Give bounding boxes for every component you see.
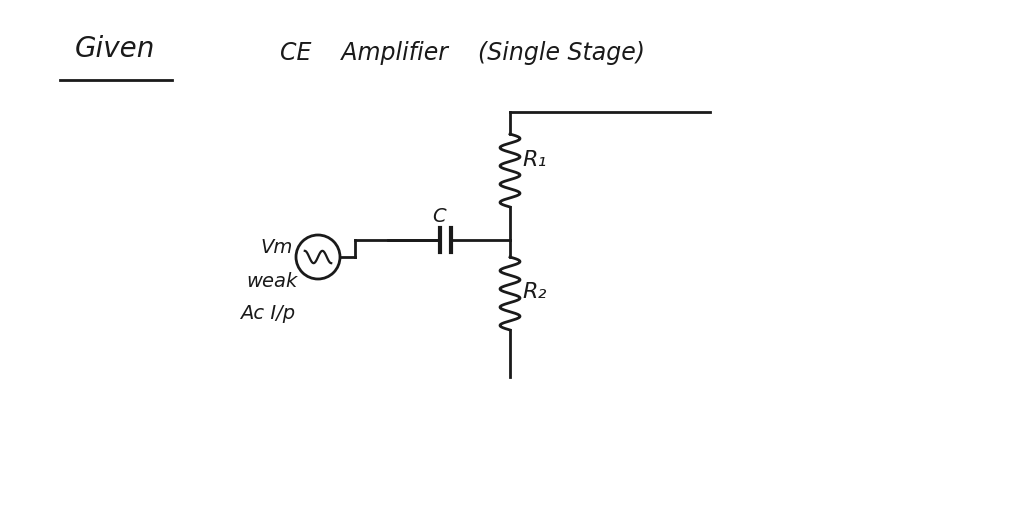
Text: Ac I/p: Ac I/p [240, 304, 295, 323]
Text: C: C [432, 207, 445, 226]
Text: Vm: Vm [260, 238, 293, 257]
Text: R₁: R₁ [522, 150, 547, 169]
Text: weak: weak [246, 272, 297, 291]
Text: Given: Given [75, 35, 156, 63]
Text: R₂: R₂ [522, 283, 547, 303]
Text: CE    Amplifier    (Single Stage): CE Amplifier (Single Stage) [280, 41, 645, 65]
